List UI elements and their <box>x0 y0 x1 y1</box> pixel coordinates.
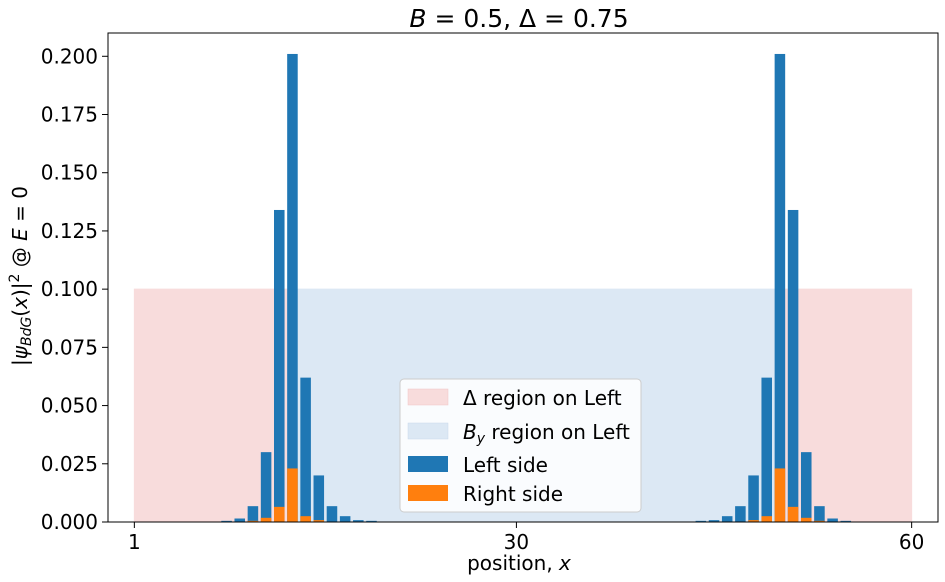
bar-left-side-50 <box>774 53 786 522</box>
y-tick-label: 0.000 <box>41 510 98 534</box>
legend-swatch-delta-region <box>407 388 449 406</box>
x-tick-label: 30 <box>504 530 529 554</box>
bar-left-side-8 <box>221 520 232 522</box>
bar-left-side-11 <box>260 452 272 522</box>
bar-left-side-55 <box>840 520 852 522</box>
bar-right-side-51 <box>787 506 799 522</box>
x-tick-label: 1 <box>128 530 141 554</box>
bar-right-side-15 <box>313 520 325 522</box>
bar-right-side-49 <box>761 516 772 522</box>
y-tick-label: 0.100 <box>41 277 98 301</box>
bar-left-side-13 <box>287 53 298 522</box>
y-tick-label: 0.175 <box>41 103 98 127</box>
legend-swatch-left-side <box>408 456 448 472</box>
bar-left-side-16 <box>326 506 338 522</box>
y-tick-label: 0.025 <box>41 452 98 476</box>
x-axis-label: position, x <box>467 551 571 575</box>
bar-right-side-10 <box>247 520 259 522</box>
bar-left-side-10 <box>247 506 259 522</box>
bar-left-side-12 <box>274 209 285 522</box>
y-ticks: 0.000 0.025 0.050 0.075 0.100 0.125 0.150 0.175… <box>41 44 108 534</box>
legend-label-right-side: Right side <box>463 482 563 506</box>
bar-left-side-48 <box>748 475 759 522</box>
y-tick-label: 0.150 <box>41 161 98 185</box>
x-tick-label: 60 <box>899 530 924 554</box>
bar-right-side-11 <box>260 517 272 522</box>
bar-right-side-13 <box>287 468 298 522</box>
plot-frame <box>107 32 939 523</box>
bar-left-side-46 <box>721 516 733 522</box>
bar-left-side-18 <box>353 520 364 522</box>
y-tick-label: 0.050 <box>41 394 98 418</box>
bars-layer <box>221 53 852 522</box>
y-axis-label: |ψBdG(x)|2 @ E = 0 <box>7 186 35 366</box>
bar-left-side-9 <box>234 518 246 522</box>
bar-left-side-44 <box>695 520 707 522</box>
bar-left-side-47 <box>735 506 746 522</box>
bar-left-side-45 <box>708 520 720 522</box>
bar-right-side-48 <box>748 520 759 522</box>
bar-right-side-14 <box>300 516 311 522</box>
shaded-region-2 <box>779 288 913 523</box>
chart-title: B = 0.5, Δ = 0.75 <box>409 4 628 33</box>
legend-box <box>399 378 642 513</box>
x-ticks: 1 30 60 <box>128 522 924 554</box>
y-tick-label: 0.200 <box>41 44 98 68</box>
bar-right-side-53 <box>814 520 825 522</box>
bar-left-side-54 <box>827 518 838 522</box>
bar-left-side-17 <box>339 516 351 522</box>
legend-swatch-right-side <box>408 485 448 501</box>
legend: Δ region on Left By region on Left Left … <box>399 378 642 513</box>
y-tick-label: 0.075 <box>41 335 98 359</box>
bar-left-side-53 <box>814 506 825 522</box>
legend-label-left-side: Left side <box>463 453 548 477</box>
bar-left-side-49 <box>761 377 772 522</box>
bar-left-side-14 <box>300 377 311 522</box>
legend-swatch-by-region <box>407 422 449 440</box>
bar-left-side-15 <box>313 475 325 522</box>
bar-right-side-50 <box>774 468 786 522</box>
legend-label-by-region: By region on Left <box>463 420 630 447</box>
bar-left-side-51 <box>787 209 799 522</box>
bar-right-side-52 <box>800 517 812 522</box>
bar-left-side-19 <box>366 520 377 522</box>
y-tick-label: 0.125 <box>41 219 98 243</box>
bar-right-side-12 <box>274 506 285 522</box>
legend-label-delta-region: Δ region on Left <box>463 386 622 410</box>
bar-left-side-52 <box>800 452 812 522</box>
